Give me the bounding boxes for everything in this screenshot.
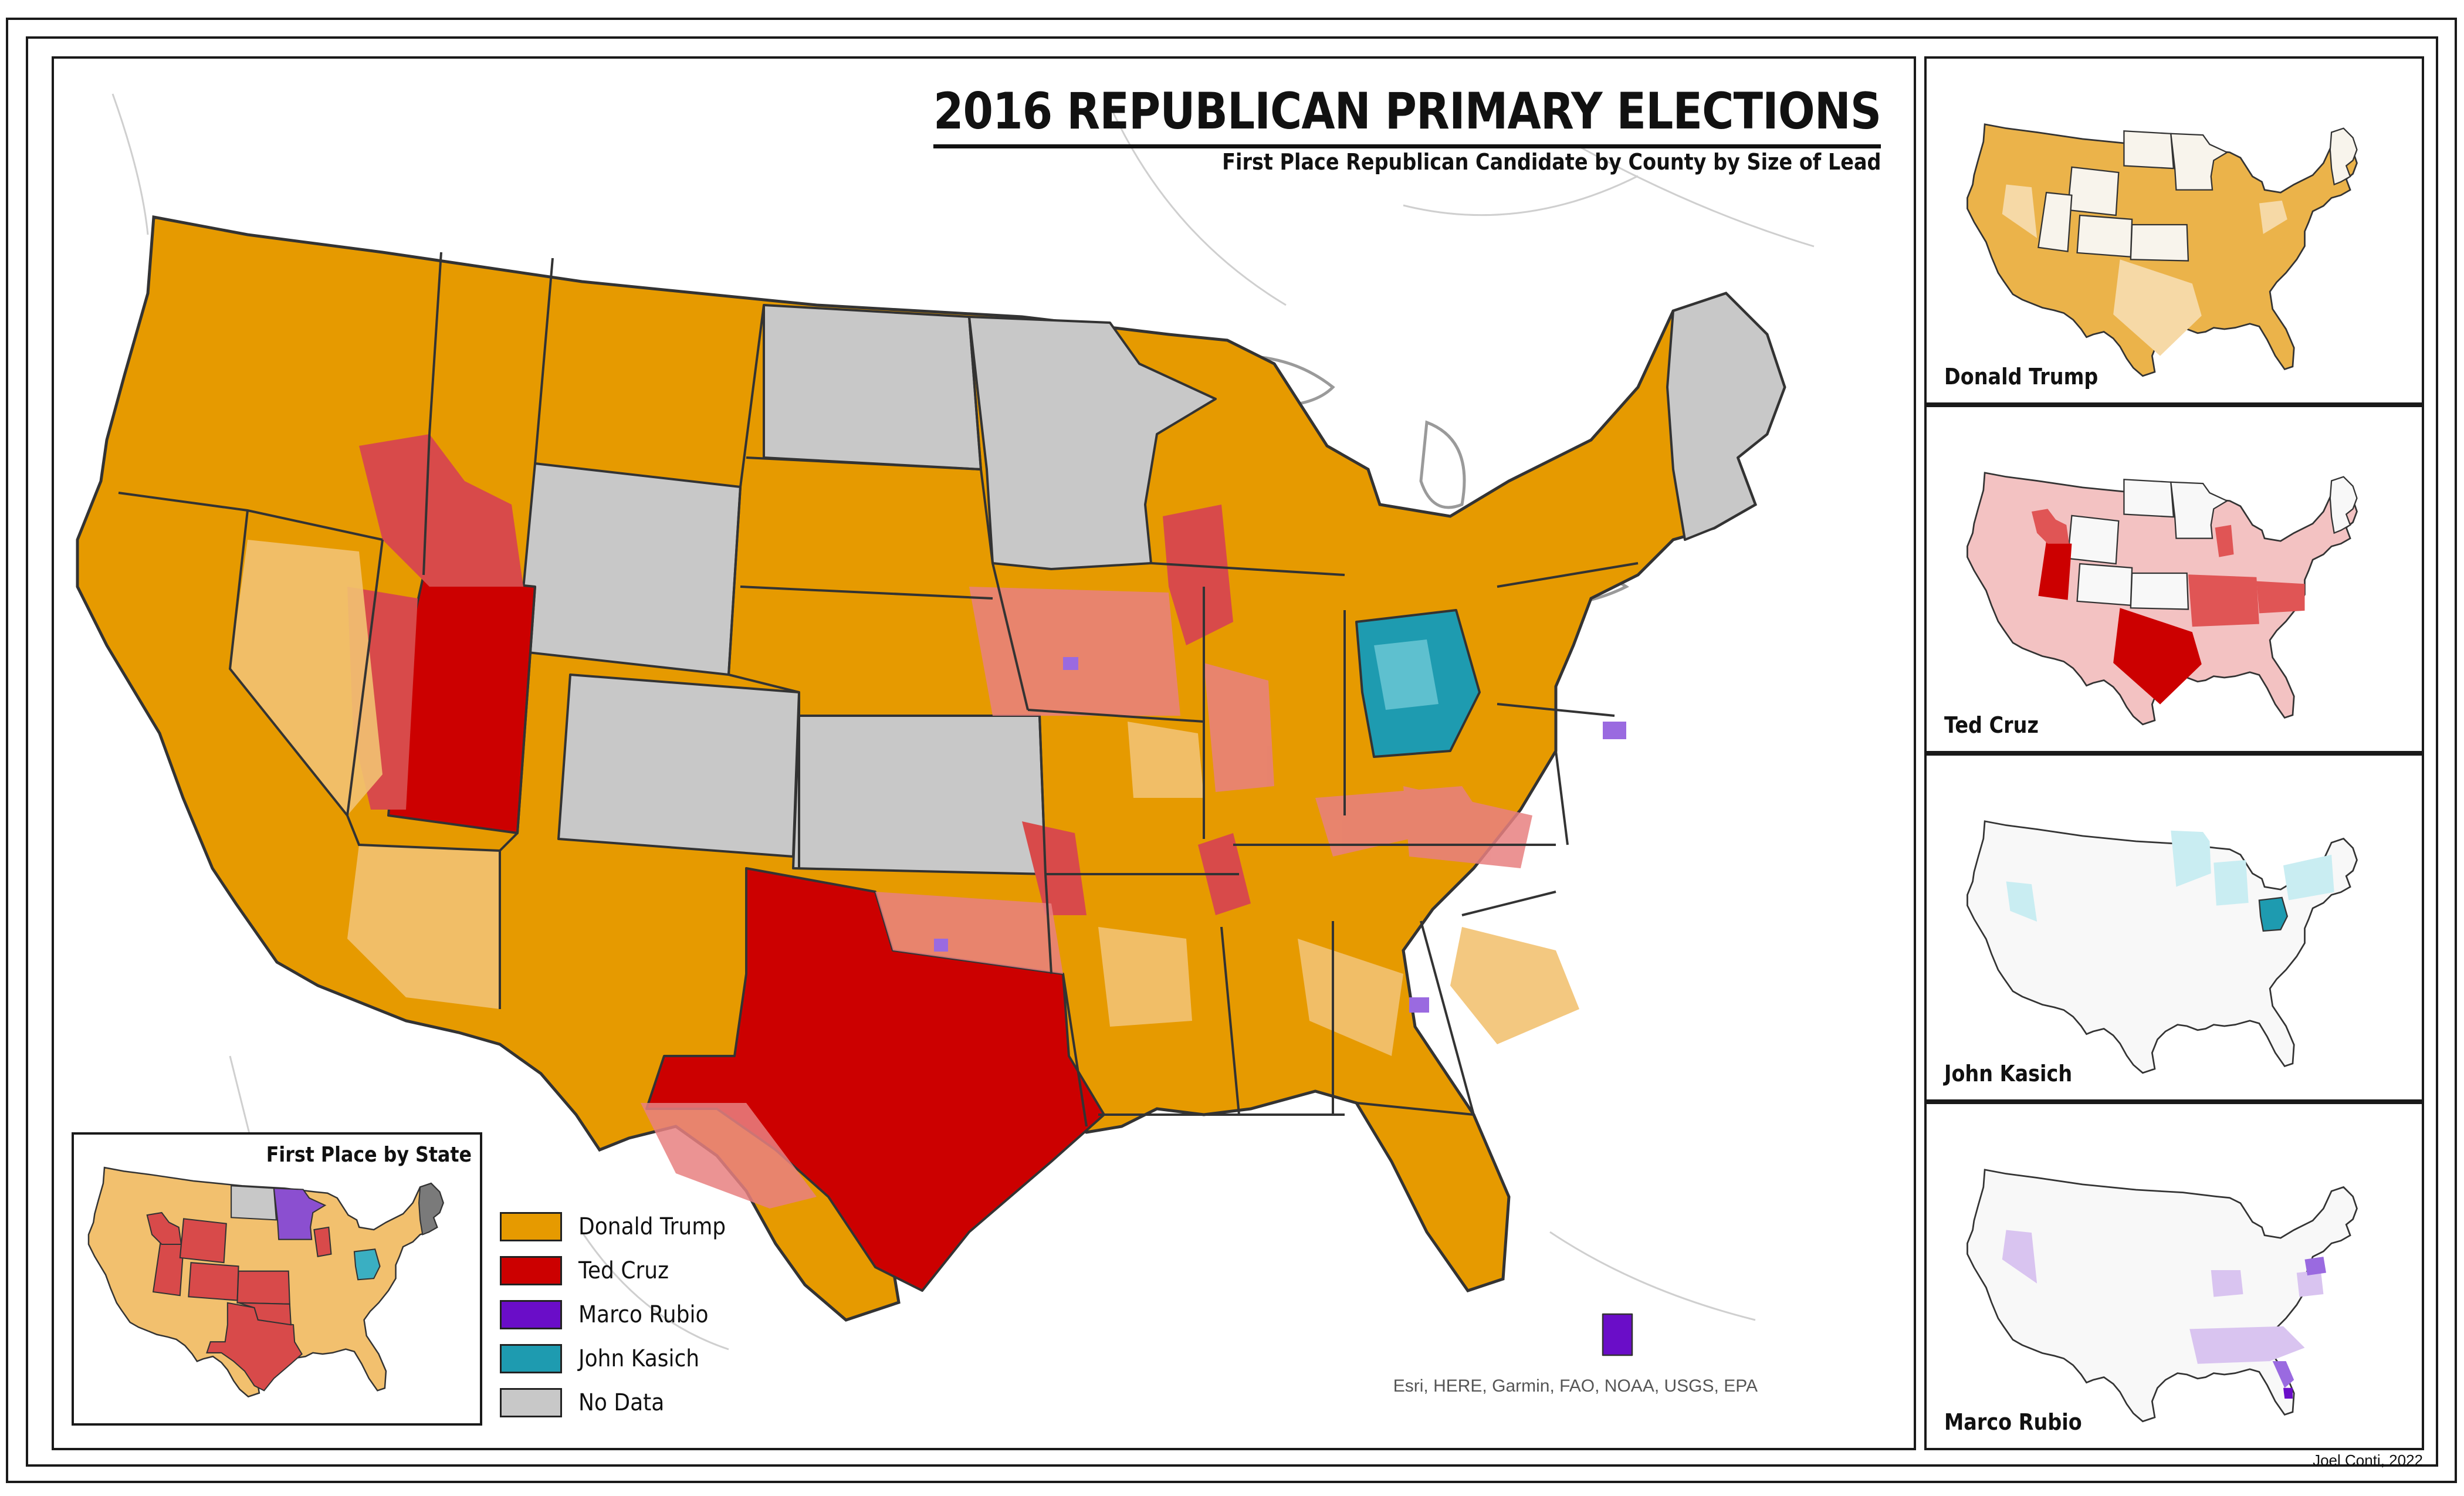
- first-place-by-state-inset: First Place by State: [72, 1132, 482, 1426]
- panel-label-trump: Donald Trump: [1944, 364, 2099, 390]
- legend-label-rubio: Marco Rubio: [578, 1301, 709, 1328]
- legend-item-cruz: Ted Cruz: [500, 1256, 742, 1285]
- rubio-miami: [1602, 1313, 1633, 1356]
- panel-rubio: Marco Rubio: [1924, 1102, 2424, 1450]
- legend-swatch-trump: [500, 1212, 562, 1241]
- panel-trump-map: [1927, 59, 2422, 402]
- legend-item-no-data: No Data: [500, 1388, 742, 1417]
- panel-cruz-map: [1927, 407, 2422, 751]
- panel-trump: Donald Trump: [1924, 56, 2424, 405]
- legend-item-trump: Donald Trump: [500, 1212, 742, 1241]
- main-county-map: 2016 REPUBLICAN PRIMARY ELECTIONS First …: [52, 56, 1916, 1450]
- legend-item-kasich: John Kasich: [500, 1344, 742, 1373]
- inner-frame: [26, 36, 2438, 1467]
- legend-label-trump: Donald Trump: [578, 1213, 726, 1240]
- legend-swatch-no-data: [500, 1388, 562, 1417]
- panel-kasich: John Kasich: [1924, 753, 2424, 1102]
- state-inset-map: [74, 1135, 480, 1423]
- panel-cruz: Ted Cruz: [1924, 405, 2424, 753]
- inset-title: First Place by State: [266, 1143, 472, 1167]
- legend-swatch-cruz: [500, 1256, 562, 1285]
- legend-label-kasich: John Kasich: [578, 1345, 700, 1372]
- legend-label-no-data: No Data: [578, 1389, 665, 1416]
- cruz-moderate: [347, 434, 1251, 915]
- page-title: 2016 REPUBLICAN PRIMARY ELECTIONS: [933, 82, 1881, 148]
- panel-label-cruz: Ted Cruz: [1944, 712, 2039, 738]
- legend-item-rubio: Marco Rubio: [500, 1300, 742, 1329]
- kasich-ohio-inner: [1374, 639, 1439, 710]
- map-attribution: Esri, HERE, Garmin, FAO, NOAA, USGS, EPA: [1393, 1376, 1758, 1396]
- legend-swatch-kasich: [500, 1344, 562, 1373]
- legend-label-cruz: Ted Cruz: [578, 1257, 669, 1284]
- page-subtitle: First Place Republican Candidate by Coun…: [1221, 149, 1881, 175]
- trump-narrow: [230, 540, 1579, 1056]
- panel-rubio-map: [1927, 1104, 2422, 1448]
- county-map-svg: [54, 93, 1815, 1356]
- legend: Donald Trump Ted Cruz Marco Rubio John K…: [500, 1212, 742, 1432]
- panel-label-rubio: Marco Rubio: [1944, 1409, 2082, 1435]
- legend-swatch-rubio: [500, 1300, 562, 1329]
- rubio-counties: [934, 657, 1626, 1013]
- no-data-states: [516, 292, 1786, 875]
- author-credit: Joel Conti, 2022: [2313, 1451, 2423, 1469]
- state-borders: [118, 252, 1639, 1127]
- cruz-strongholds: [387, 574, 1105, 1292]
- panel-label-kasich: John Kasich: [1944, 1061, 2073, 1087]
- panel-kasich-map: [1927, 756, 2422, 1099]
- outer-frame: [6, 18, 2457, 1483]
